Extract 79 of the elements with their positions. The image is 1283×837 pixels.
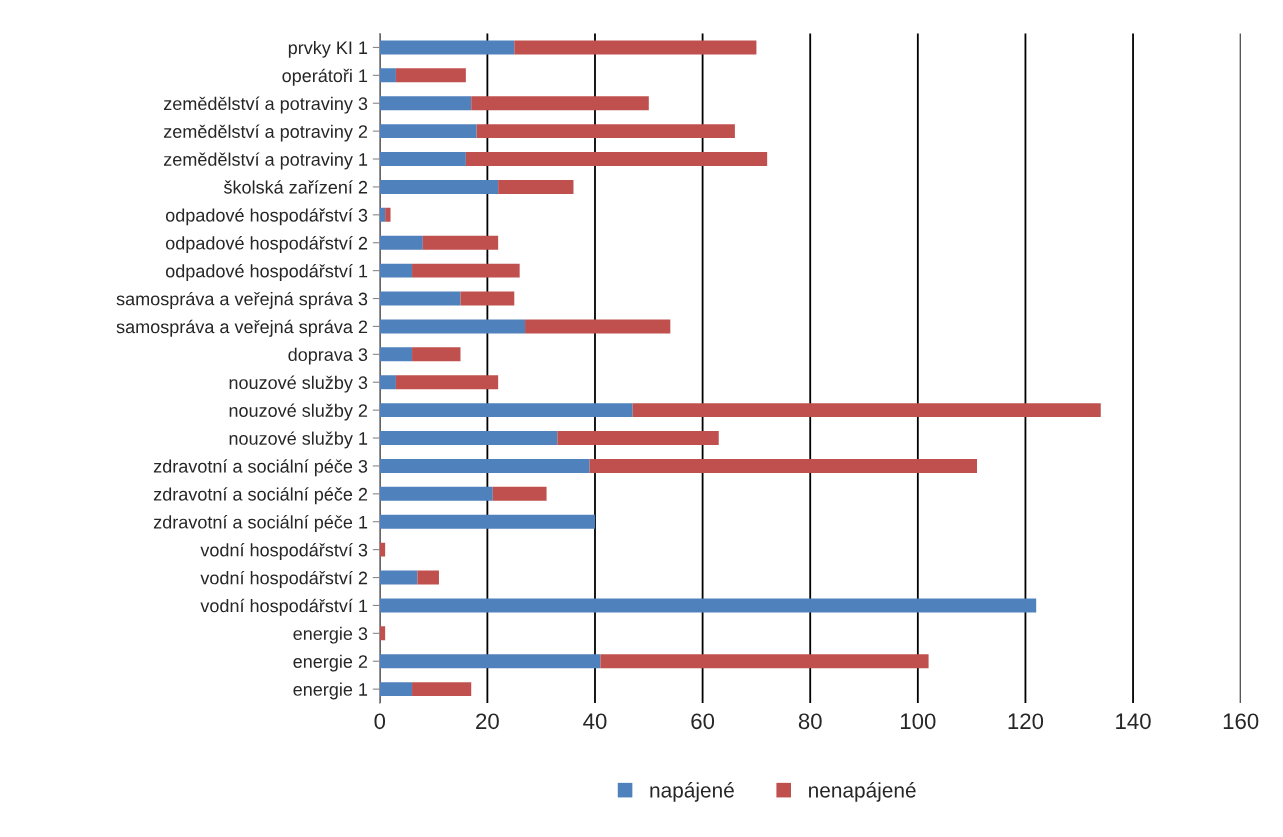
bar bbox=[379, 96, 472, 111]
bar bbox=[379, 458, 590, 473]
bar bbox=[379, 263, 413, 278]
bar bbox=[492, 486, 547, 501]
y-tick-label: nouzové služby 1 bbox=[229, 431, 368, 449]
bar bbox=[379, 514, 595, 529]
bar bbox=[379, 598, 1037, 613]
y-tick-label: zdravotní a sociální péče 3 bbox=[153, 459, 368, 477]
y-tick-label: odpadové hospodářství 1 bbox=[165, 263, 368, 282]
x-tick-label: 80 bbox=[798, 713, 822, 730]
bar bbox=[557, 431, 719, 445]
bar bbox=[422, 235, 499, 250]
bar bbox=[379, 179, 499, 194]
legend-label: nenapájené bbox=[809, 782, 916, 802]
bar bbox=[412, 682, 472, 697]
y-tick-label: doprava 3 bbox=[288, 347, 368, 365]
bar bbox=[379, 431, 558, 445]
bar bbox=[379, 403, 633, 418]
y-tick-label: nouzové služby 3 bbox=[229, 375, 368, 393]
bar bbox=[379, 626, 386, 641]
bar bbox=[385, 207, 391, 222]
bar bbox=[379, 40, 515, 55]
bar bbox=[525, 319, 671, 334]
x-tick-label: 40 bbox=[583, 713, 607, 730]
bar bbox=[379, 654, 601, 669]
bar bbox=[379, 682, 413, 697]
bar bbox=[589, 458, 978, 473]
y-tick-label: energie 3 bbox=[293, 626, 368, 644]
bar bbox=[395, 68, 466, 83]
bar bbox=[379, 375, 396, 390]
bar bbox=[471, 96, 649, 111]
x-tick-label: 100 bbox=[900, 713, 936, 730]
y-tick-label: prvky KI 1 bbox=[288, 40, 368, 58]
x-tick-label: 160 bbox=[1223, 713, 1259, 730]
bar bbox=[379, 124, 477, 139]
y-tick-label: samospráva a veřejná správa 2 bbox=[116, 319, 368, 337]
bar bbox=[379, 542, 386, 557]
y-tick-label: zemědělství a potraviny 2 bbox=[163, 124, 368, 142]
x-tick-label: 20 bbox=[476, 713, 499, 730]
y-tick-label: vodní hospodářství 3 bbox=[200, 542, 368, 561]
bar bbox=[476, 124, 735, 139]
bar bbox=[379, 68, 396, 83]
y-tick-label: energie 2 bbox=[293, 654, 368, 672]
bar bbox=[632, 403, 1101, 418]
bar bbox=[379, 570, 418, 585]
x-tick-label: 60 bbox=[691, 713, 715, 730]
bar bbox=[379, 347, 413, 362]
bar bbox=[465, 152, 768, 166]
bar bbox=[412, 263, 520, 278]
bar bbox=[417, 570, 439, 585]
x-tick-label: 120 bbox=[1008, 713, 1044, 730]
bar bbox=[412, 347, 461, 362]
bar bbox=[379, 291, 461, 306]
x-tick-label: 140 bbox=[1116, 713, 1151, 730]
bar bbox=[379, 486, 493, 501]
bar bbox=[498, 179, 574, 194]
bar bbox=[395, 375, 499, 390]
bar bbox=[514, 40, 757, 55]
bar bbox=[460, 291, 515, 306]
y-tick-label: vodní hospodářství 2 bbox=[200, 570, 368, 588]
y-tick-label: operátoři 1 bbox=[282, 68, 368, 86]
bar bbox=[379, 152, 466, 166]
bar bbox=[379, 207, 386, 222]
y-tick-label: samospráva a veřejná správa 3 bbox=[116, 291, 368, 309]
y-tick-label: zemědělství a potraviny 1 bbox=[163, 152, 368, 170]
bar bbox=[379, 319, 526, 334]
bar bbox=[379, 235, 423, 250]
y-tick-label: odpadové hospodářství 3 bbox=[165, 208, 368, 226]
y-tick-label: zdravotní a sociální péče 1 bbox=[153, 515, 368, 533]
y-tick-label: vodní hospodářství 1 bbox=[200, 598, 368, 616]
y-tick-label: nouzové služby 2 bbox=[229, 403, 368, 421]
x-tick-label: 0 bbox=[374, 713, 386, 730]
y-tick-label: zdravotní a sociální péče 2 bbox=[153, 487, 368, 505]
y-tick-label: školská zařízení 2 bbox=[223, 180, 368, 194]
y-tick-label: zemědělství a potraviny 3 bbox=[163, 96, 368, 114]
bar bbox=[600, 654, 929, 669]
y-tick-label: odpadové hospodářství 2 bbox=[165, 236, 368, 254]
legend-label: napájené bbox=[650, 782, 734, 802]
y-tick-label: energie 1 bbox=[293, 682, 368, 700]
